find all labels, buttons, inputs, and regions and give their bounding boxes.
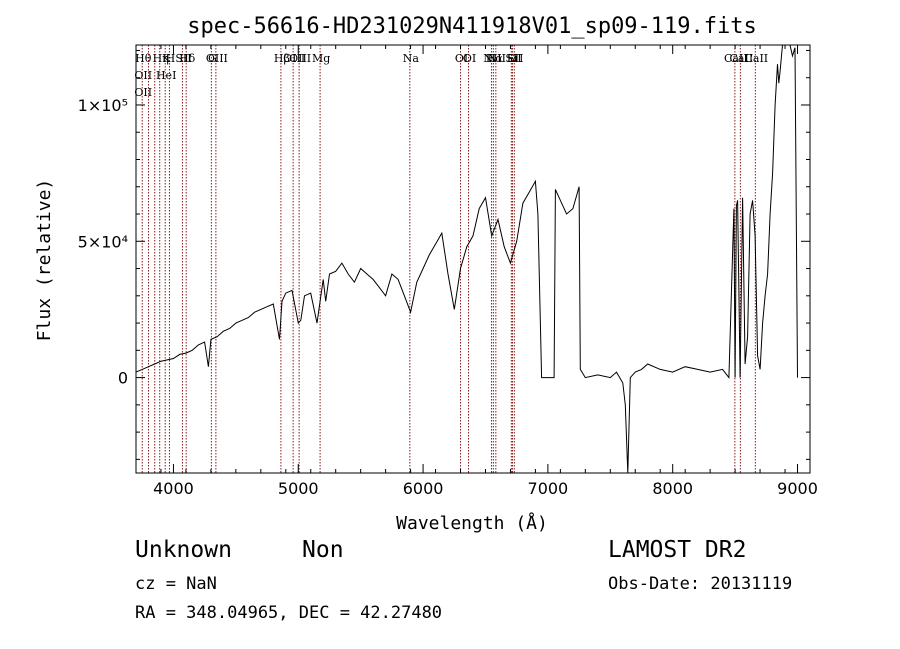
spectrum-line (135, 44, 798, 474)
marker-label: Hα (486, 52, 504, 65)
marker-label: OIII (289, 52, 311, 65)
marker-label: NII (488, 52, 506, 65)
marker-label: OI (455, 52, 468, 65)
marker-label: Hη (153, 52, 169, 65)
survey-name: LAMOST DR2 (608, 537, 747, 563)
observation-date: Obs-Date: 20131119 (608, 574, 793, 594)
x-tick-label: 7000 (528, 479, 569, 498)
marker-label: OIII (283, 52, 305, 65)
marker-label: OIII (206, 52, 228, 65)
coordinates: RA = 348.04965, DEC = 42.27480 (135, 603, 443, 623)
marker-label: H (166, 52, 176, 65)
marker-label: OII (134, 86, 152, 99)
x-tick-label: 8000 (652, 479, 693, 498)
marker-label: SII (175, 52, 191, 65)
y-tick-label: 0 (118, 369, 128, 388)
marker-label: SII (505, 52, 521, 65)
chart-title: spec-56616-HD231029N411918V01_sp09-119.f… (187, 14, 757, 39)
marker-label: NII (483, 52, 501, 65)
marker-label: HeI (156, 69, 176, 82)
x-axis: 4000 5000 6000 7000 8000 9000 (135, 45, 818, 498)
marker-label: Li (507, 52, 518, 65)
x-axis-label: Wavelength (Å) (396, 512, 548, 534)
redshift-value: cz = NaN (135, 574, 217, 594)
marker-label: SII (507, 52, 523, 65)
y-axis: 0 5×10⁴ 1×10⁵ (78, 49, 810, 460)
marker-label: OI (463, 52, 476, 65)
spectral-line-markers (141, 45, 756, 473)
spectral-subclass: Non (302, 537, 344, 563)
x-tick-label: 6000 (403, 479, 444, 498)
spectral-class: Unknown (135, 537, 232, 563)
x-tick-label: 5000 (278, 479, 319, 498)
y-tick-label: 5×10⁴ (78, 232, 128, 251)
y-axis-label: Flux (relative) (34, 179, 55, 342)
marker-label: K (162, 52, 171, 65)
marker-label: CaII (730, 52, 754, 65)
marker-label: Hθ (135, 52, 152, 65)
marker-label: CaII (724, 52, 748, 65)
marker-label: Na (403, 52, 420, 65)
x-tick-label: 4000 (153, 479, 194, 498)
marker-label: CaII (744, 52, 768, 65)
marker-label: OII (134, 69, 152, 82)
y-tick-label: 1×10⁵ (78, 96, 128, 115)
x-tick-label: 9000 (777, 479, 818, 498)
marker-label: Hβ (274, 52, 290, 65)
marker-label: G (208, 52, 217, 65)
marker-label: Hδ (179, 52, 196, 65)
marker-label: Mg (312, 52, 330, 65)
plot-frame (135, 44, 811, 474)
